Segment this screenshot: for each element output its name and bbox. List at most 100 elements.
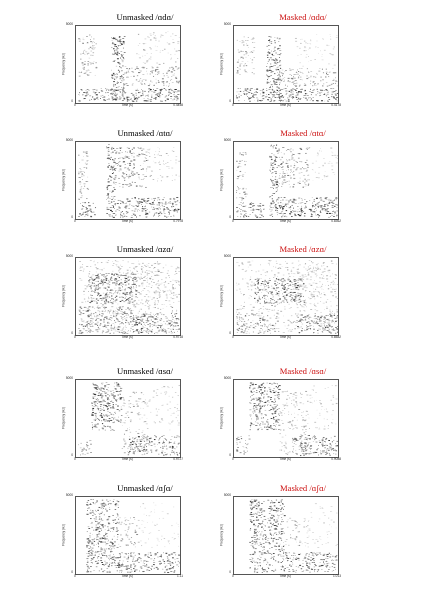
spectrogram-speckle xyxy=(177,82,180,84)
spectrogram-speckle xyxy=(295,325,297,326)
spectrogram-speckle xyxy=(147,302,148,304)
spectrogram-speckle xyxy=(285,280,286,282)
spectrogram-speckle xyxy=(271,180,273,182)
spectrogram-speckle xyxy=(114,158,116,159)
spectrogram-speckle xyxy=(154,154,156,156)
spectrogram-speckle xyxy=(105,92,107,94)
spectrogram-speckle xyxy=(128,279,129,281)
spectrogram-speckle xyxy=(304,184,306,185)
spectrogram-speckle xyxy=(119,283,121,285)
spectrogram-speckle xyxy=(85,92,88,94)
spectrogram-speckle xyxy=(128,99,130,101)
spectrogram-speckle xyxy=(128,96,130,98)
spectrogram-speckle xyxy=(328,325,331,327)
spectrogram-speckle xyxy=(135,266,136,268)
spectrogram-panel-masked-aza: Masked /ɑzɑ/ 5000 0 Frequency (Hz) 0 Tim… xyxy=(219,244,378,344)
spectrogram-speckle xyxy=(156,73,159,75)
spectrogram-speckle xyxy=(129,151,131,153)
spectrogram-speckle xyxy=(319,317,322,319)
spectrogram-speckle xyxy=(136,325,138,326)
spectrogram-speckle xyxy=(120,215,123,217)
spectrogram-speckle xyxy=(175,313,177,315)
spectrogram-speckle xyxy=(268,51,269,52)
spectrogram-speckle xyxy=(145,205,146,207)
spectrogram-speckle xyxy=(317,332,319,334)
spectrogram-speckle xyxy=(168,275,170,277)
spectrogram-speckle xyxy=(111,74,114,76)
spectrogram-speckle xyxy=(301,88,303,90)
spectrogram-speckle xyxy=(106,187,108,189)
spectrogram-speckle xyxy=(243,305,246,307)
spectrogram-speckle xyxy=(280,310,283,312)
spectrogram-speckle xyxy=(278,47,279,49)
spectrogram-speckle xyxy=(145,79,147,81)
spectrogram-speckle xyxy=(121,317,123,319)
spectrogram-speckle xyxy=(88,275,89,277)
spectrogram-speckle xyxy=(296,271,299,273)
spectrogram-speckle xyxy=(288,200,290,202)
spectrogram-speckle xyxy=(176,197,179,199)
spectrogram-speckle xyxy=(83,328,85,330)
spectrogram-speckle xyxy=(140,78,142,79)
spectrogram-speckle xyxy=(267,99,270,100)
spectrogram-speckle xyxy=(112,310,115,312)
spectrogram-speckle xyxy=(237,320,239,322)
spectrogram-speckle xyxy=(135,277,137,278)
spectrogram-speckle xyxy=(83,68,85,70)
spectrogram-speckle xyxy=(172,319,174,320)
spectrogram-speckle xyxy=(283,287,286,288)
spectrogram-speckle xyxy=(287,100,290,102)
spectrogram-speckle xyxy=(141,201,144,203)
spectrogram-speckle xyxy=(261,214,263,216)
spectrogram-speckle xyxy=(110,317,113,319)
spectrogram-speckle xyxy=(126,97,127,99)
spectrogram-speckle xyxy=(166,166,168,167)
spectrogram-speckle xyxy=(78,171,80,173)
spectrogram-speckle xyxy=(152,297,155,299)
spectrogram-speckle xyxy=(297,182,300,184)
spectrogram-speckle xyxy=(282,147,284,148)
spectrogram-speckle xyxy=(146,273,148,275)
spectrogram-speckle xyxy=(90,216,93,218)
spectrogram-speckle xyxy=(90,297,92,299)
spectrogram-speckle xyxy=(158,92,160,94)
spectrogram-speckle xyxy=(264,297,266,299)
spectrogram-speckle xyxy=(237,61,239,62)
spectrogram-speckle xyxy=(268,59,270,61)
spectrogram-speckle xyxy=(318,52,319,54)
spectrogram-speckle xyxy=(275,176,277,178)
spectrogram-speckle xyxy=(92,318,94,320)
spectrogram-speckle xyxy=(140,95,142,97)
spectrogram-speckle xyxy=(87,323,90,324)
spectrogram-speckle xyxy=(148,273,150,274)
spectrogram-speckle xyxy=(281,206,283,208)
spectrogram-speckle xyxy=(277,48,279,50)
spectrogram-speckle xyxy=(105,316,108,318)
spectrogram-speckle xyxy=(158,207,160,209)
spectrogram-speckle xyxy=(113,160,115,162)
spectrogram-speckle xyxy=(333,314,336,316)
spectrogram-speckle xyxy=(285,90,288,92)
spectrogram-speckle xyxy=(333,46,335,48)
spectrogram-speckle xyxy=(141,283,142,285)
spectrogram-speckle xyxy=(276,59,278,60)
spectrogram-speckle xyxy=(89,326,92,327)
spectrogram-speckle xyxy=(270,99,272,101)
y-axis-label: Frequency (Hz) xyxy=(219,53,224,75)
spectrogram-speckle xyxy=(282,209,284,211)
spectrogram-speckle xyxy=(298,332,301,334)
spectrogram-speckle xyxy=(126,332,129,334)
spectrogram-speckle xyxy=(104,276,107,278)
spectrogram-speckle xyxy=(168,319,170,321)
spectrogram-speckle xyxy=(154,332,156,334)
spectrogram-speckle xyxy=(162,81,164,83)
spectrogram-speckle xyxy=(134,215,135,216)
spectrogram-speckle xyxy=(257,291,259,293)
spectrogram-speckle xyxy=(128,309,130,311)
spectrogram-speckle xyxy=(238,288,241,290)
spectrogram-speckle xyxy=(270,202,273,204)
spectrogram-speckle xyxy=(315,197,318,199)
spectrogram-speckle xyxy=(326,203,328,205)
spectrogram-speckle xyxy=(290,289,293,290)
spectrogram-speckle xyxy=(248,97,249,98)
